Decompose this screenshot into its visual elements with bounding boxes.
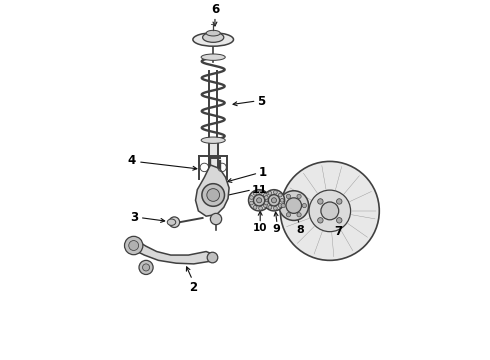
Ellipse shape [193,33,234,46]
Circle shape [264,204,267,207]
Circle shape [143,264,149,271]
Circle shape [210,213,221,225]
Text: 4: 4 [127,154,135,167]
Circle shape [253,206,257,209]
Polygon shape [132,239,215,264]
Circle shape [280,161,379,260]
Circle shape [337,199,342,204]
Circle shape [278,204,282,207]
Circle shape [265,195,268,199]
Circle shape [207,252,218,263]
Circle shape [280,198,284,202]
Circle shape [286,213,291,217]
Text: 11: 11 [252,185,268,195]
Ellipse shape [167,219,176,225]
Circle shape [266,198,269,202]
Circle shape [278,193,282,197]
Polygon shape [196,165,229,216]
Ellipse shape [206,30,220,36]
Circle shape [286,194,291,198]
Circle shape [259,190,263,194]
Circle shape [253,192,257,195]
Text: 7: 7 [334,225,343,238]
Ellipse shape [202,32,224,42]
Circle shape [268,192,272,195]
Circle shape [271,198,276,203]
Circle shape [129,240,139,251]
Circle shape [259,206,263,210]
Circle shape [297,194,301,198]
Circle shape [264,190,285,211]
Circle shape [249,195,253,199]
Text: 2: 2 [189,281,197,294]
Text: 10: 10 [253,223,268,233]
Circle shape [309,190,350,232]
Circle shape [302,203,306,208]
Circle shape [249,201,253,205]
Circle shape [264,193,267,197]
Circle shape [265,201,268,205]
Ellipse shape [201,54,225,60]
Text: 3: 3 [130,211,138,224]
Circle shape [318,217,323,223]
Circle shape [321,202,339,220]
Circle shape [124,236,143,255]
Ellipse shape [201,137,225,143]
Circle shape [318,199,323,204]
Circle shape [248,190,270,211]
Circle shape [202,184,224,206]
Circle shape [279,191,309,220]
Text: 6: 6 [211,3,219,16]
Circle shape [257,198,262,203]
Text: 5: 5 [257,95,266,108]
Circle shape [337,217,342,223]
Circle shape [269,195,280,206]
Text: 1: 1 [259,166,267,179]
Text: 8: 8 [296,225,304,235]
Circle shape [286,198,301,213]
Circle shape [281,203,285,208]
Text: 9: 9 [273,224,281,234]
Circle shape [207,189,220,201]
Circle shape [139,260,153,274]
Circle shape [273,190,277,194]
Circle shape [268,206,272,209]
Circle shape [169,217,180,228]
Circle shape [253,195,265,206]
Circle shape [273,206,277,210]
Circle shape [297,213,301,217]
